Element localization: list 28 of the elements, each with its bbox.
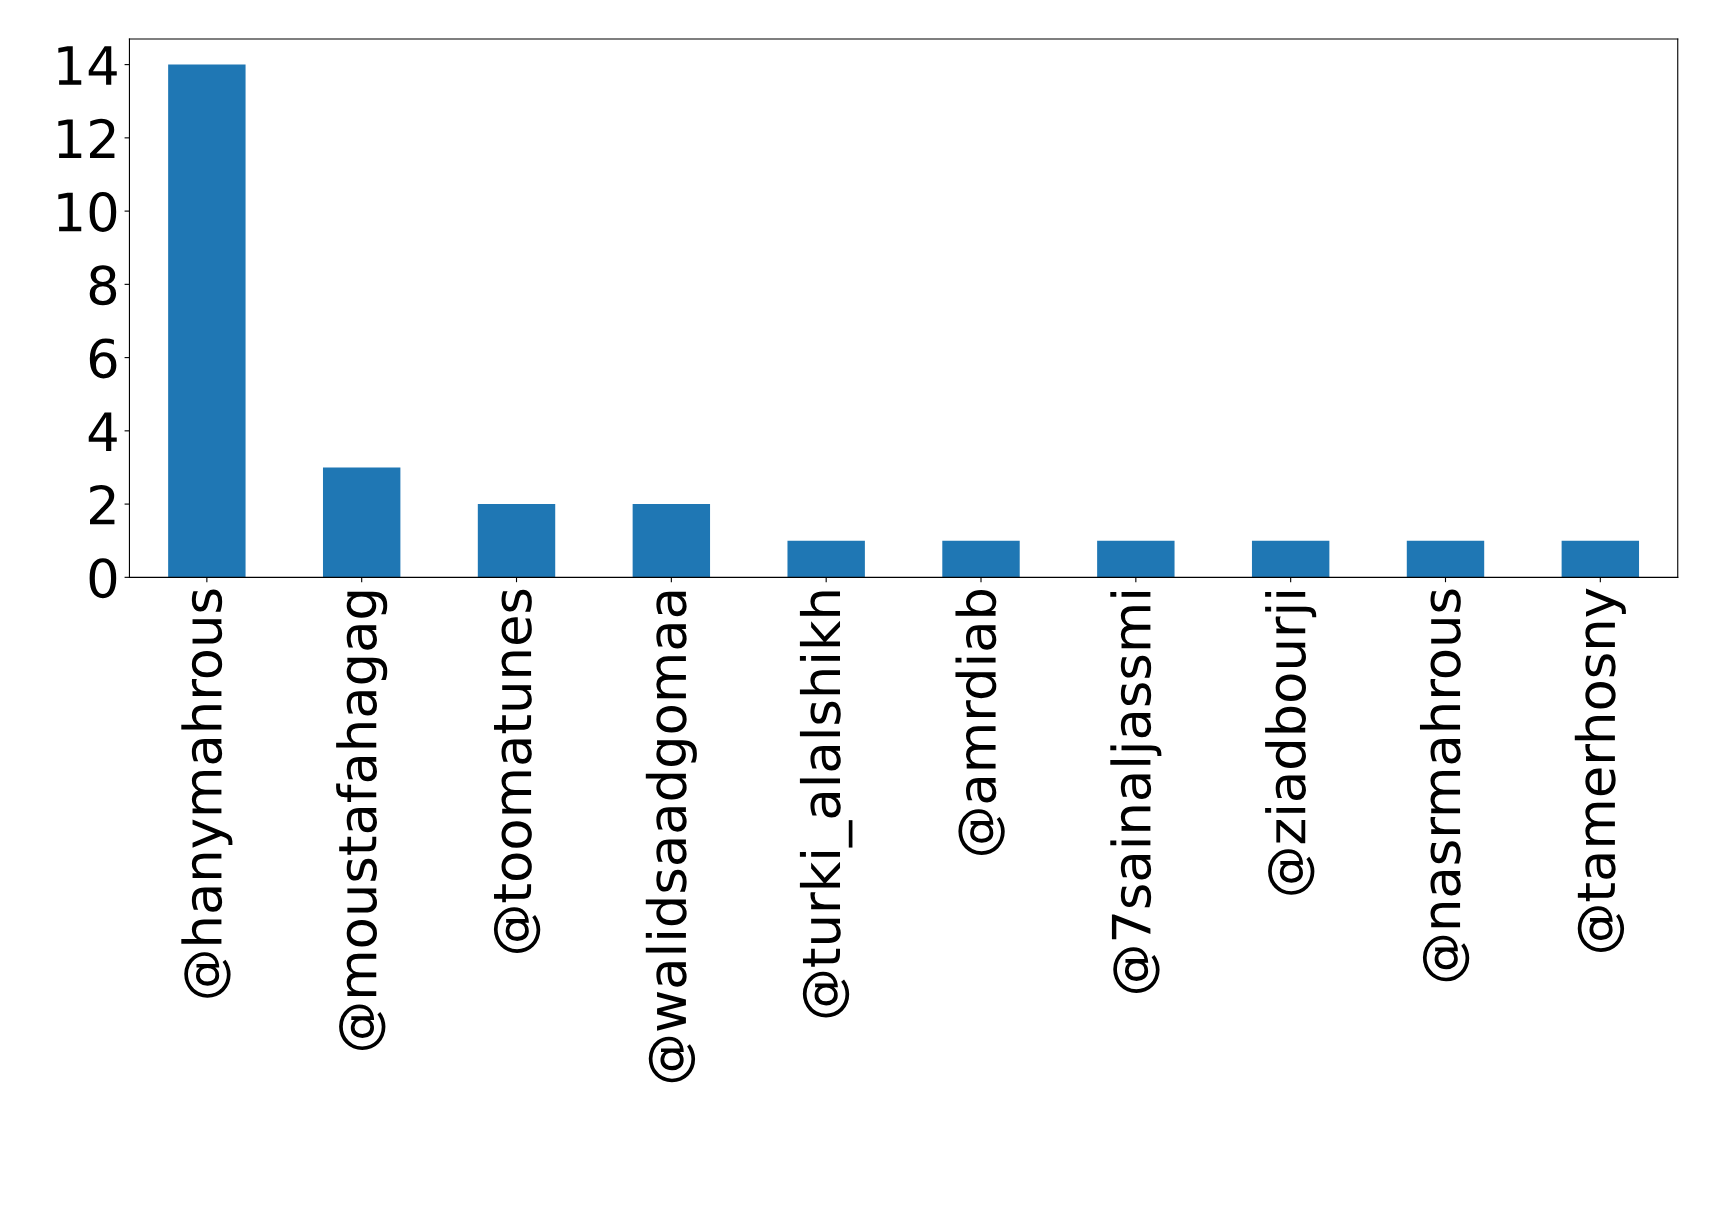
bar (632, 504, 711, 578)
x-tick-label: @tamerhosny (1574, 588, 1626, 952)
y-tick-label: 12 (58, 118, 115, 158)
bar (1251, 540, 1330, 578)
y-tick-label: 4 (88, 412, 117, 451)
x-tick-label: @toomatunes (493, 589, 541, 953)
bar (787, 540, 865, 578)
x-tick-label: @moustafahagag (336, 591, 388, 1051)
bar (1406, 540, 1485, 578)
x-tick-label: @nasrmahrous (1419, 589, 1470, 982)
x-tick-label: @amrdiab (955, 589, 1005, 855)
x-tick-label: @turki_alalshikh (799, 591, 853, 1018)
bar (942, 540, 1020, 578)
x-tick-label: @ziadbourji (1265, 592, 1317, 895)
bar (322, 467, 401, 578)
y-tick-label: 2 (90, 484, 115, 525)
y-tick-label: 6 (89, 338, 117, 379)
x-tick-label: @hanymahrous (181, 589, 233, 998)
x-tick-label: @7sainaljassmi (1110, 591, 1162, 993)
y-tick-label: 0 (89, 558, 117, 599)
y-tick-label: 8 (89, 265, 117, 306)
bar (1097, 540, 1175, 578)
y-tick-label: 10 (58, 191, 117, 232)
x-tick-label: @walidsaadgomaa (645, 591, 697, 1083)
bar (1561, 540, 1640, 578)
bar (168, 64, 246, 578)
bar (477, 504, 556, 578)
y-tick-label: 14 (58, 46, 117, 85)
